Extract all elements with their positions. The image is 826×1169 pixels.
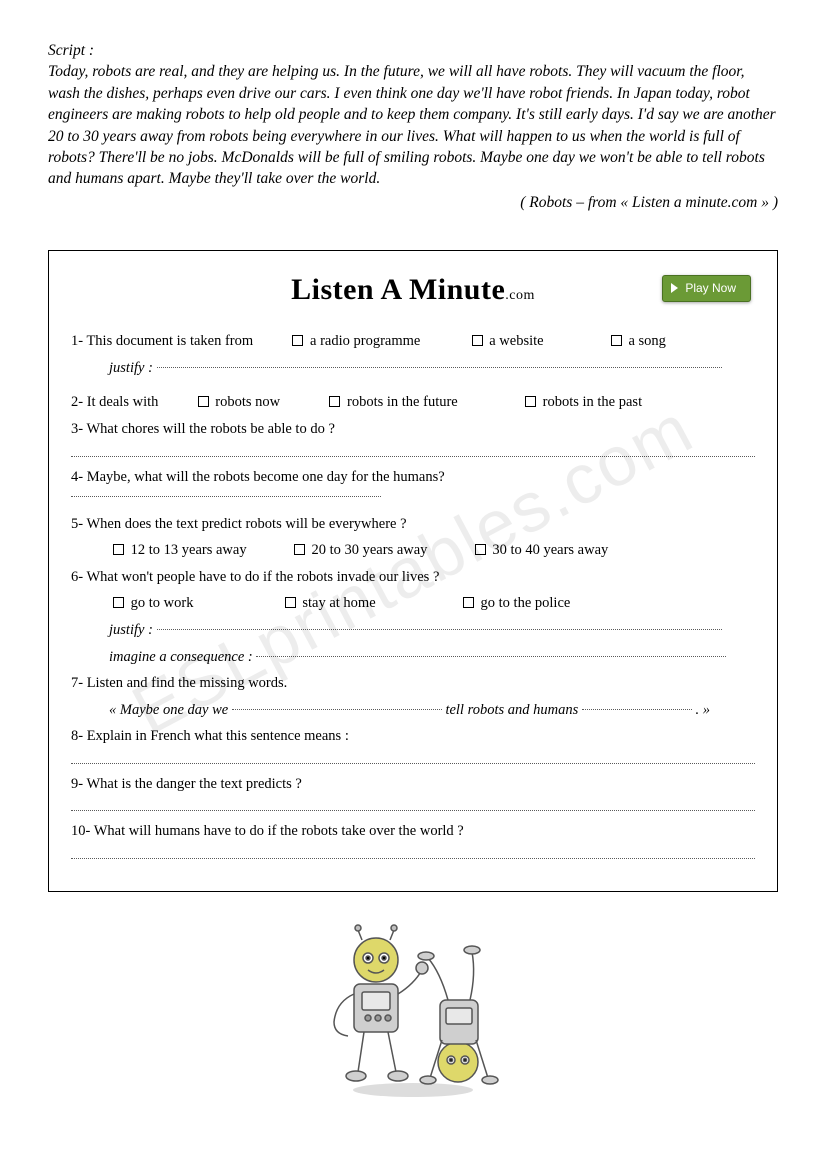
- answer-line[interactable]: [71, 800, 755, 811]
- q6-options: go to work stay at home go to the police: [71, 593, 755, 614]
- q1-opt2: a website: [489, 333, 543, 349]
- script-attribution: ( Robots – from « Listen a minute.com » …: [48, 192, 778, 214]
- q6-consequence-line: imagine a consequence :: [71, 647, 755, 668]
- script-label: Script :: [48, 40, 778, 61]
- q1-opt3: a song: [628, 333, 665, 349]
- q6-opt2: stay at home: [302, 595, 375, 611]
- q5-opt1: 12 to 13 years away: [131, 542, 247, 558]
- checkbox-icon[interactable]: [475, 544, 486, 555]
- checkbox-icon[interactable]: [113, 597, 124, 608]
- robots-illustration-icon: [318, 922, 508, 1102]
- question-8: 8- Explain in French what this sentence …: [71, 726, 755, 747]
- question-6: 6- What won't people have to do if the r…: [71, 567, 755, 588]
- worksheet-container: Listen A Minute.com Play Now 1- This doc…: [48, 250, 778, 892]
- q5-opt2: 20 to 30 years away: [311, 542, 427, 558]
- q6-consequence-label: imagine a consequence :: [109, 649, 253, 665]
- checkbox-icon[interactable]: [472, 335, 483, 346]
- question-10: 10- What will humans have to do if the r…: [71, 821, 755, 842]
- checkbox-icon[interactable]: [611, 335, 622, 346]
- question-3: 3- What chores will the robots be able t…: [71, 419, 755, 440]
- q5-options: 12 to 13 years away 20 to 30 years away …: [71, 540, 755, 561]
- question-7: 7- Listen and find the missing words.: [71, 673, 755, 694]
- q4-text: 4- Maybe, what will the robots become on…: [71, 469, 445, 485]
- q1-justify-label: justify :: [109, 360, 153, 376]
- question-1: 1- This document is taken from a radio p…: [71, 331, 755, 352]
- checkbox-icon[interactable]: [113, 544, 124, 555]
- q2-opt1: robots now: [215, 394, 280, 410]
- q6-justify-label: justify :: [109, 622, 153, 638]
- answer-line[interactable]: [71, 446, 755, 457]
- checkbox-icon[interactable]: [294, 544, 305, 555]
- title-suffix: .com: [505, 288, 535, 303]
- answer-line[interactable]: [71, 848, 755, 859]
- q1-opt1: a radio programme: [310, 333, 420, 349]
- q7-quote-a: « Maybe one day we: [109, 702, 228, 718]
- q2-text: 2- It deals with: [71, 394, 158, 410]
- question-2: 2- It deals with robots now robots in th…: [71, 392, 755, 413]
- question-9: 9- What is the danger the text predicts …: [71, 774, 755, 795]
- answer-line[interactable]: [71, 753, 755, 764]
- q2-opt2: robots in the future: [347, 394, 458, 410]
- play-button[interactable]: Play Now: [662, 275, 751, 302]
- q2-opt3: robots in the past: [543, 394, 642, 410]
- q6-justify-line: justify :: [71, 620, 755, 641]
- checkbox-icon[interactable]: [292, 335, 303, 346]
- q7-quote-b: tell robots and humans: [445, 702, 578, 718]
- title-main: Listen A Minute: [291, 273, 505, 306]
- question-5: 5- When does the text predict robots wil…: [71, 514, 755, 535]
- q7-quote: « Maybe one day we tell robots and human…: [71, 700, 755, 721]
- answer-line[interactable]: [71, 487, 381, 497]
- answer-line[interactable]: [157, 620, 722, 630]
- answer-line[interactable]: [157, 358, 722, 368]
- checkbox-icon[interactable]: [463, 597, 474, 608]
- script-body: Today, robots are real, and they are hel…: [48, 61, 778, 189]
- answer-line[interactable]: [232, 700, 442, 710]
- question-4: 4- Maybe, what will the robots become on…: [71, 467, 755, 508]
- worksheet-header: Listen A Minute.com Play Now: [71, 269, 755, 312]
- q1-justify-line: justify :: [71, 358, 755, 379]
- q5-opt3: 30 to 40 years away: [492, 542, 608, 558]
- checkbox-icon[interactable]: [285, 597, 296, 608]
- q7-quote-c: . »: [695, 702, 710, 718]
- checkbox-icon[interactable]: [525, 396, 536, 407]
- q6-opt1: go to work: [131, 595, 194, 611]
- checkbox-icon[interactable]: [198, 396, 209, 407]
- checkbox-icon[interactable]: [329, 396, 340, 407]
- answer-line[interactable]: [582, 700, 692, 710]
- site-title: Listen A Minute.com: [291, 269, 535, 312]
- q1-text: 1- This document is taken from: [71, 333, 253, 349]
- answer-line[interactable]: [256, 647, 726, 657]
- q6-opt3: go to the police: [481, 595, 571, 611]
